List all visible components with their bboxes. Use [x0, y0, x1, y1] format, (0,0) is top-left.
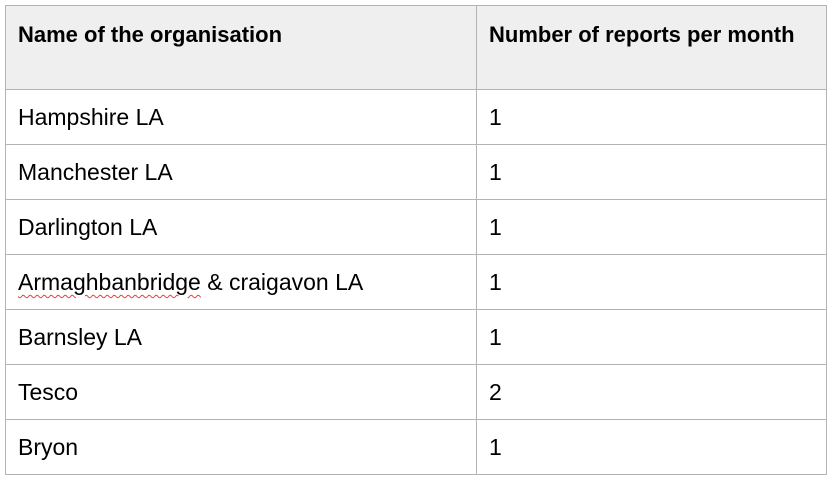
organisation-name-cell: Tesco	[5, 364, 477, 420]
report-count-cell: 1	[476, 199, 827, 255]
report-count-cell: 2	[476, 364, 827, 420]
table-row: Hampshire LA 1	[5, 89, 827, 145]
report-count-cell: 1	[476, 419, 827, 475]
report-count-cell: 1	[476, 309, 827, 365]
table-row: Barnsley LA 1	[5, 309, 827, 365]
table-row: Darlington LA 1	[5, 199, 827, 255]
reports-table: Name of the organisation Number of repor…	[5, 5, 827, 475]
organisation-name-rest: & craigavon LA	[200, 269, 364, 295]
header-organisation-name: Name of the organisation	[5, 5, 477, 90]
organisation-name-cell: Bryon	[5, 419, 477, 475]
report-count-cell: 1	[476, 254, 827, 310]
table-row: Tesco 2	[5, 364, 827, 420]
report-count-cell: 1	[476, 144, 827, 200]
table-row: Armaghbanbridge & craigavon LA 1	[5, 254, 827, 310]
organisation-name-cell: Darlington LA	[5, 199, 477, 255]
misspelled-word[interactable]: Armaghbanbridge	[18, 269, 201, 295]
organisation-name-cell: Barnsley LA	[5, 309, 477, 365]
organisation-name-cell: Armaghbanbridge & craigavon LA	[5, 254, 477, 310]
report-count-cell: 1	[476, 89, 827, 145]
header-reports-per-month: Number of reports per month	[476, 5, 827, 90]
organisation-name-cell: Manchester LA	[5, 144, 477, 200]
table-row: Bryon 1	[5, 419, 827, 475]
header-row: Name of the organisation Number of repor…	[5, 5, 827, 90]
table-row: Manchester LA 1	[5, 144, 827, 200]
organisation-name-cell: Hampshire LA	[5, 89, 477, 145]
